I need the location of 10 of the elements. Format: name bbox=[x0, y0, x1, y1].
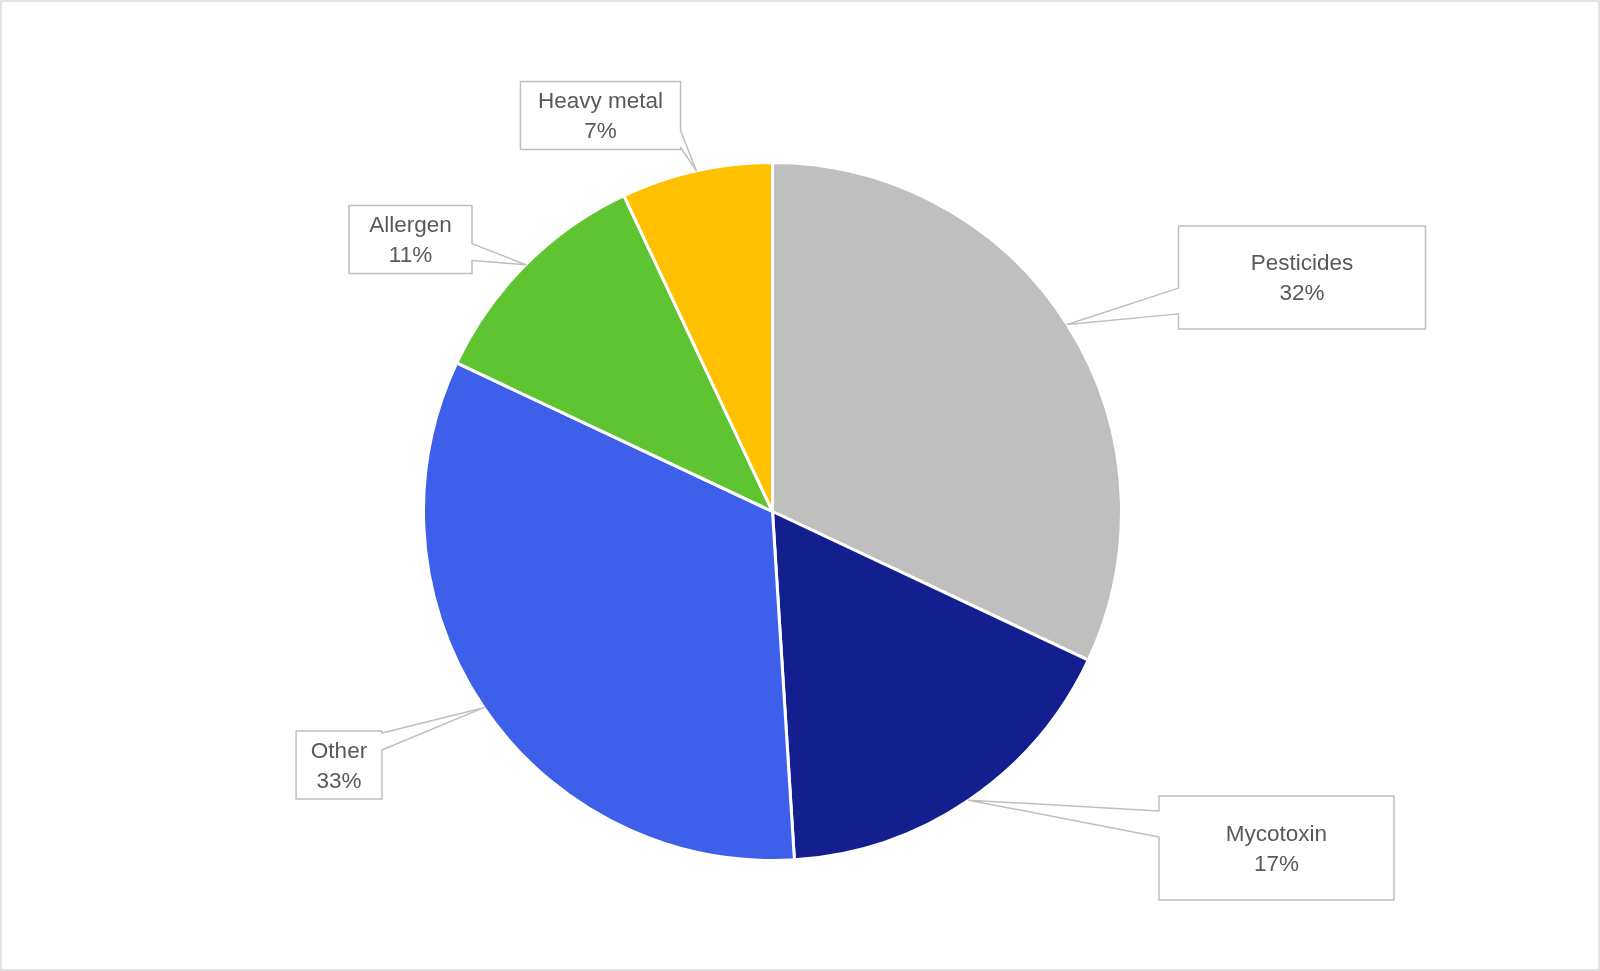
slice-label: Other bbox=[310, 737, 368, 763]
data-label: 33% bbox=[316, 767, 362, 793]
slice-label: Pesticides bbox=[1250, 250, 1354, 275]
data-label: 17% bbox=[1253, 850, 1300, 876]
data-label: 11% bbox=[388, 242, 433, 267]
data-label: 32% bbox=[1279, 280, 1325, 305]
slice-label: Mycotoxin bbox=[1225, 820, 1328, 846]
data-label: 7% bbox=[584, 118, 617, 143]
slice-label: Allergen bbox=[369, 212, 452, 237]
slice-label: Heavy metal bbox=[537, 88, 664, 113]
